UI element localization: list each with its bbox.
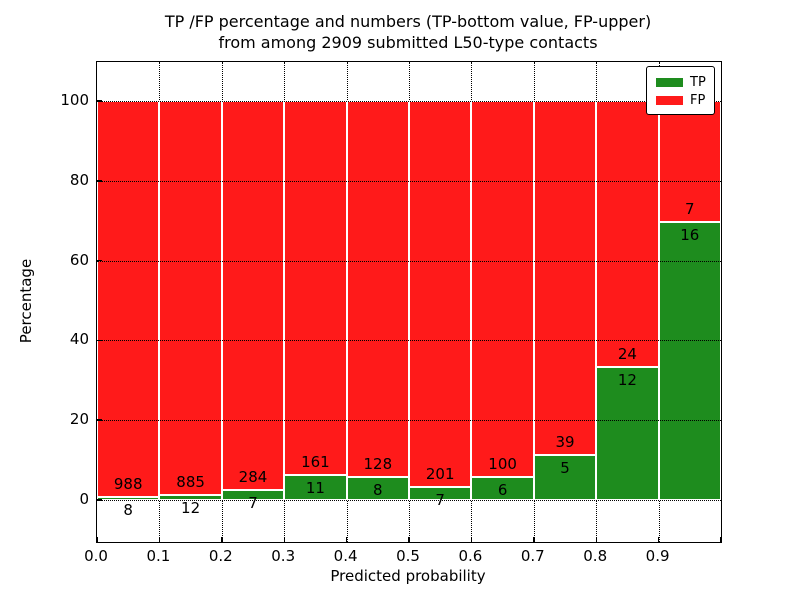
x-tickmark bbox=[595, 537, 597, 542]
tp-count-label: 5 bbox=[560, 458, 570, 477]
tp-count-label: 8 bbox=[373, 480, 383, 499]
bar-fp-segment bbox=[658, 101, 721, 223]
bar-tp-segment bbox=[346, 476, 409, 500]
y-tickmark bbox=[97, 100, 102, 102]
legend-entry-fp: FP bbox=[647, 91, 714, 109]
horizontal-gridline bbox=[97, 180, 721, 182]
bar-fp-segment bbox=[159, 101, 222, 495]
fp-count-label: 128 bbox=[363, 454, 393, 473]
horizontal-gridline bbox=[97, 420, 721, 422]
bar-fp-segment bbox=[533, 101, 597, 455]
tp-count-label: 6 bbox=[497, 481, 508, 500]
bar-fp-segment bbox=[409, 101, 472, 487]
tp-count-label: 16 bbox=[680, 226, 700, 245]
x-tickmark bbox=[283, 537, 285, 542]
x-axis-label: Predicted probability bbox=[330, 567, 486, 585]
tp-count-label: 7 bbox=[435, 490, 445, 509]
x-tickmark bbox=[720, 537, 722, 542]
x-tick-label: 0.5 bbox=[396, 547, 420, 565]
horizontal-gridline bbox=[97, 260, 721, 262]
x-tickmark bbox=[657, 537, 660, 542]
x-tick-label: 0.9 bbox=[645, 547, 670, 565]
legend-entry-tp: TP bbox=[647, 73, 714, 91]
bar-tp-segment bbox=[658, 222, 721, 500]
y-tickmark bbox=[97, 180, 102, 182]
horizontal-gridline bbox=[97, 500, 721, 501]
plot-area: 988 8 885 12 284 7 161 11 128 8 201 7 100 6 39 5 24 12 7 16… bbox=[96, 61, 722, 543]
bar-fp-segment bbox=[97, 101, 160, 497]
bar-fp-segment bbox=[596, 101, 659, 367]
fp-count-label: 284 bbox=[238, 468, 268, 487]
fp-count-label: 39 bbox=[555, 432, 575, 451]
tp-count-label: 11 bbox=[305, 478, 325, 497]
legend-label: TP bbox=[690, 74, 706, 90]
bar-fp-segment bbox=[471, 101, 534, 478]
tp-count-label: 12 bbox=[617, 371, 637, 389]
bar-tp-segment bbox=[159, 494, 222, 500]
y-axis-label: Percentage bbox=[17, 258, 35, 344]
horizontal-gridline bbox=[97, 340, 721, 342]
fp-count-label: 988 bbox=[113, 474, 143, 493]
bar-tp-segment bbox=[221, 490, 285, 500]
fp-count-label: 885 bbox=[176, 472, 205, 491]
tp-count-label: 8 bbox=[123, 500, 133, 519]
bar-tp-segment bbox=[533, 454, 597, 500]
chart-title: TP /FP percentage and numbers (TP-bottom… bbox=[96, 11, 720, 53]
x-tick-label: 0.1 bbox=[146, 547, 171, 565]
x-tick-label: 0.8 bbox=[583, 547, 608, 565]
x-tickmark bbox=[96, 537, 98, 542]
x-tickmark bbox=[533, 537, 535, 542]
y-tick-label: 80 bbox=[69, 170, 89, 189]
x-tick-label: 0.4 bbox=[333, 547, 358, 565]
horizontal-gridline bbox=[97, 101, 721, 102]
y-tick-label: 20 bbox=[69, 410, 89, 429]
x-tick-label: 0.7 bbox=[520, 547, 545, 565]
bar-fp-segment bbox=[221, 101, 285, 491]
tp-count-label: 12 bbox=[181, 498, 201, 517]
x-tick-label: 0.0 bbox=[84, 547, 108, 565]
bar-fp-segment bbox=[284, 101, 347, 475]
x-tickmark bbox=[158, 537, 161, 542]
fp-count-label: 201 bbox=[425, 464, 455, 483]
bar-tp-segment bbox=[97, 496, 160, 500]
x-tick-label: 0.3 bbox=[271, 547, 296, 565]
y-tick-label: 100 bbox=[60, 91, 89, 109]
fp-count-label: 7 bbox=[685, 200, 695, 219]
x-tick-label: 0.2 bbox=[208, 547, 233, 565]
tp-count-label: 7 bbox=[248, 494, 258, 513]
y-tickmark bbox=[97, 419, 102, 421]
legend-swatch-tp bbox=[656, 77, 683, 87]
y-tickmark bbox=[97, 339, 102, 342]
y-tick-label: 40 bbox=[69, 330, 89, 349]
legend: TP FP bbox=[646, 66, 715, 115]
y-tickmark bbox=[97, 259, 102, 262]
bar-tp-segment bbox=[596, 367, 659, 500]
y-tick-label: 0 bbox=[79, 490, 89, 508]
x-tickmark bbox=[470, 537, 473, 542]
bar-tp-segment bbox=[284, 474, 347, 500]
bar-tp-segment bbox=[471, 477, 534, 500]
fp-count-label: 161 bbox=[301, 452, 330, 471]
bar-fp-segment bbox=[346, 101, 409, 477]
chart-title-line1: TP /FP percentage and numbers (TP-bottom… bbox=[164, 12, 652, 31]
legend-swatch-fp bbox=[656, 95, 683, 105]
y-tickmark bbox=[97, 499, 102, 501]
y-tick-label: 60 bbox=[69, 250, 89, 269]
x-tick-label: 0.6 bbox=[458, 547, 483, 565]
fp-count-label: 24 bbox=[617, 345, 637, 363]
fp-count-label: 100 bbox=[488, 455, 517, 474]
legend-label: FP bbox=[690, 92, 706, 108]
x-tickmark bbox=[221, 537, 223, 542]
x-tickmark bbox=[345, 537, 348, 542]
bar-tp-segment bbox=[409, 486, 472, 500]
x-tickmark bbox=[408, 537, 410, 542]
chart-title-line2: from among 2909 submitted L50-type conta… bbox=[218, 33, 598, 52]
